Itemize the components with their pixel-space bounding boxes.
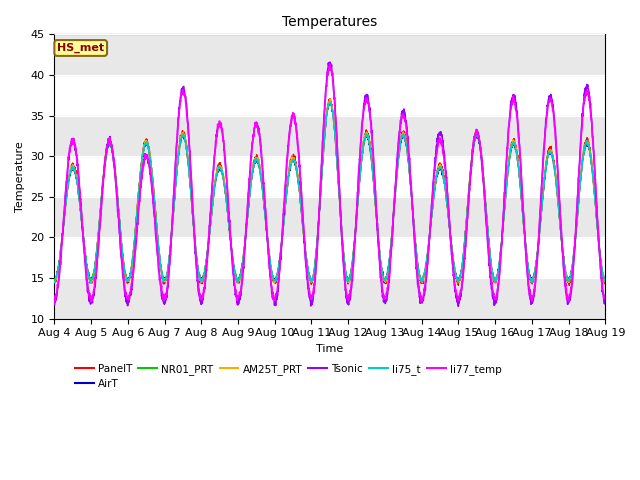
Text: HS_met: HS_met [57, 43, 104, 53]
Legend: PanelT, AirT, NR01_PRT, AM25T_PRT, Tsonic, li75_t, li77_temp: PanelT, AirT, NR01_PRT, AM25T_PRT, Tsoni… [70, 360, 506, 393]
Bar [54, 197, 605, 238]
X-axis label: Time: Time [316, 344, 344, 354]
Bar [54, 278, 605, 319]
Bar [54, 35, 605, 75]
Bar [54, 116, 605, 156]
Y-axis label: Temperature: Temperature [15, 141, 25, 212]
Title: Temperatures: Temperatures [282, 15, 378, 29]
